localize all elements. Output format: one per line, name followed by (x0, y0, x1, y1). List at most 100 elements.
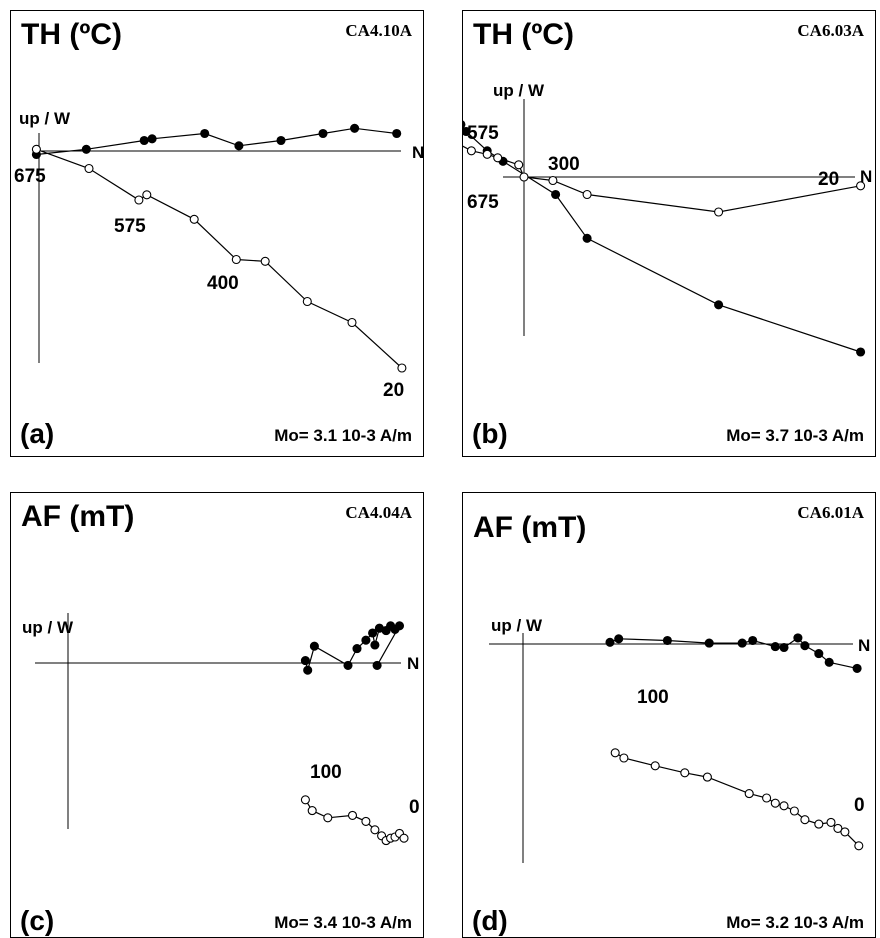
horizontal-projection-point (394, 621, 405, 631)
vertical-projection-point (800, 815, 810, 825)
horizontal-projection-point (300, 656, 310, 666)
vertical-projection-point (714, 207, 724, 217)
horizontal-projection-point (350, 123, 360, 133)
horizontal-projection-point (662, 635, 672, 646)
horizontal-projection-point (309, 641, 319, 651)
vertical-projection-point (519, 172, 529, 182)
vertical-projection-point (582, 189, 592, 200)
horizontal-projection-point (856, 347, 866, 357)
vertical-projection-point (814, 819, 824, 829)
horizontal-projection-point (551, 189, 561, 200)
panel-c: AF (mT) CA4.04A (c) Mo= 3.4 10-3 A/m up … (10, 492, 424, 938)
vertical-projection-point (361, 816, 371, 826)
vertical-projection-point (134, 195, 144, 205)
horizontal-projection-point (748, 635, 758, 646)
step-label-400: 400 (207, 273, 239, 294)
horizontal-projection-point (463, 120, 466, 129)
step-label-300: 300 (548, 154, 580, 175)
step-label-0: 0 (854, 795, 865, 816)
vertical-projection-point (650, 761, 660, 771)
panel-title: AF (mT) (473, 511, 587, 544)
panel-label: (a) (20, 418, 55, 449)
horizontal-axis-label: N (407, 654, 419, 673)
intensity-label: Mo= 3.2 10-3 A/m (726, 913, 864, 932)
vertical-projection-point (189, 214, 199, 224)
panel-label: (b) (472, 418, 508, 449)
intensity-label: Mo= 3.1 10-3 A/m (274, 426, 412, 445)
horizontal-projection-point (582, 233, 592, 243)
vertical-projection-point (142, 190, 152, 200)
vertical-projection-point (397, 363, 407, 373)
horizontal-projection-point (770, 642, 780, 652)
horizontal-axis-label: N (858, 636, 870, 655)
vertical-projection-point (779, 801, 789, 811)
horizontal-projection-point (800, 641, 810, 651)
horizontal-projection-point (814, 649, 824, 659)
horizontal-projection-point (793, 633, 803, 643)
vertical-axis-label: up / W (22, 618, 74, 637)
sample-id: CA6.03A (797, 21, 864, 40)
horizontal-projection-point (372, 660, 382, 670)
intensity-label: Mo= 3.7 10-3 A/m (726, 426, 864, 445)
horizontal-projection-point (463, 126, 471, 137)
horizontal-projection-point (392, 128, 402, 139)
panel-label: (d) (472, 905, 508, 936)
horizontal-projection-point (352, 644, 362, 654)
step-label-675: 675 (14, 166, 46, 187)
vertical-projection-point (347, 317, 357, 328)
vertical-projection-point (260, 256, 270, 266)
step-label-100: 100 (637, 687, 669, 708)
step-label-100: 100 (310, 762, 342, 783)
horizontal-projection-point (139, 135, 149, 146)
horizontal-projection-point (147, 134, 157, 144)
vertical-projection-point (302, 296, 312, 307)
horizontal-axis-label: N (412, 143, 424, 162)
horizontal-projection-point (737, 638, 747, 648)
vertical-axis-label: up / W (19, 109, 71, 128)
step-label-0: 0 (409, 797, 420, 818)
step-label-20: 20 (383, 380, 404, 401)
panel-title: AF (mT) (21, 500, 135, 533)
horizontal-projection-line (463, 126, 861, 353)
vertical-projection-point (789, 806, 799, 816)
vertical-projection-point (744, 789, 754, 799)
vertical-projection-point (619, 753, 629, 763)
horizontal-projection-point (370, 640, 380, 650)
vertical-projection-point (307, 806, 317, 816)
step-label-575: 575 (114, 216, 146, 237)
vertical-projection-point (840, 827, 850, 837)
vertical-projection-point (854, 841, 864, 851)
vertical-projection-point (347, 810, 358, 820)
vertical-projection-point (762, 793, 772, 803)
horizontal-projection-point (81, 144, 91, 154)
step-label-575: 575 (467, 123, 499, 144)
horizontal-projection-point (852, 663, 862, 673)
vertical-projection-point (323, 813, 333, 823)
vertical-projection-point (680, 768, 690, 778)
zijderveld-plot-b: up / W N 575 300 675 20 (463, 81, 872, 357)
vertical-projection-point (702, 772, 712, 782)
sample-id: CA4.10A (345, 21, 412, 40)
vertical-projection-point (826, 817, 836, 827)
horizontal-projection-point (276, 135, 286, 146)
horizontal-projection-point (318, 128, 328, 139)
vertical-projection-point (231, 254, 241, 265)
panel-d: AF (mT) CA6.01A (d) Mo= 3.2 10-3 A/m up … (462, 492, 876, 938)
panel-label: (c) (20, 905, 55, 936)
vertical-projection-point (370, 825, 380, 835)
panel-title: TH (ºC) (21, 18, 122, 51)
intensity-label: Mo= 3.4 10-3 A/m (274, 913, 412, 932)
vertical-projection-point (300, 795, 310, 805)
vertical-projection-point (31, 144, 41, 154)
horizontal-projection-point (704, 638, 714, 648)
horizontal-projection-point (234, 141, 244, 151)
vertical-projection-point (856, 181, 866, 191)
vertical-projection-point (833, 823, 843, 833)
horizontal-projection-point (824, 657, 834, 667)
vertical-projection-line (36, 148, 403, 369)
horizontal-projection-line (36, 127, 397, 156)
vertical-axis-label: up / W (491, 616, 543, 635)
vertical-projection-point (84, 163, 94, 174)
vertical-projection-point (514, 160, 524, 170)
vertical-projection-point (548, 175, 558, 186)
